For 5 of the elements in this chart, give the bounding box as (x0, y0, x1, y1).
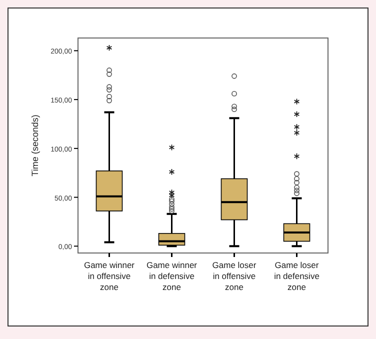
y-axis-title: Time (seconds) (30, 114, 40, 176)
x-tick-label: Game winner in defensive zone (146, 260, 198, 292)
x-tick-label: Game winner in offensive zone (84, 260, 135, 292)
x-tick-label: Game loser in offensive zone (212, 260, 256, 292)
x-tick-label: Game loser in defensive zone (274, 260, 320, 292)
